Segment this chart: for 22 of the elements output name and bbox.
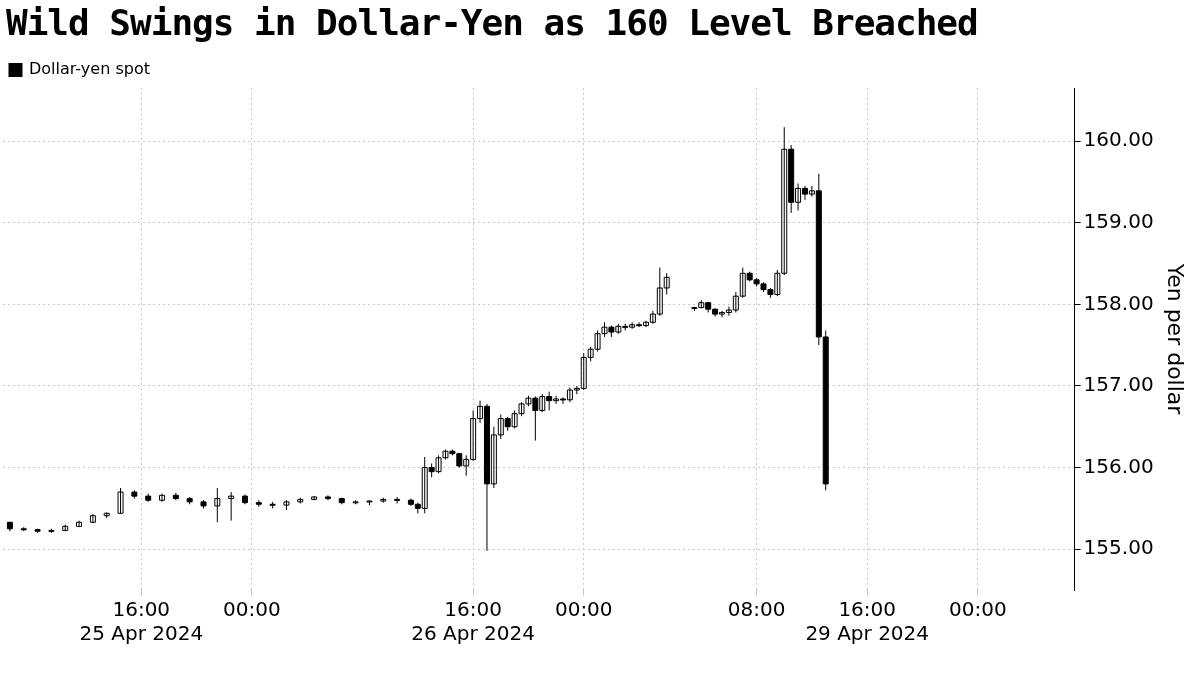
candlestick	[159, 493, 166, 503]
x-tick-label: 00:00	[949, 597, 1007, 622]
y-axis-title: Yen per dollar	[1163, 262, 1189, 416]
y-tick-label: 156.00	[1083, 453, 1154, 478]
candlestick	[89, 513, 96, 524]
y-tick-label: 157.00	[1083, 372, 1154, 397]
candlestick	[228, 491, 235, 522]
candlestick	[117, 487, 124, 514]
y-tick-label: 159.00	[1083, 208, 1154, 233]
x-tick-label: 16:00 26 Apr 2024	[411, 597, 535, 646]
y-tick-label: 155.00	[1083, 535, 1154, 560]
chart-title: Wild Swings in Dollar-Yen as 160 Level Breached	[6, 2, 978, 43]
x-tick-label: 16:00 25 Apr 2024	[79, 597, 204, 646]
x-tick-label: 08:00	[727, 597, 786, 622]
y-tick-label: 158.00	[1083, 290, 1154, 315]
x-tick-label: 16:00 29 Apr 2024	[805, 597, 930, 646]
x-tick-label: 00:00	[223, 597, 281, 622]
candlestick	[214, 487, 221, 523]
x-tick-label: 00:00	[554, 597, 613, 622]
y-tick-label: 160.00	[1083, 127, 1154, 152]
candlestick	[76, 520, 83, 528]
legend-label: Dollar-yen spot	[29, 59, 150, 79]
